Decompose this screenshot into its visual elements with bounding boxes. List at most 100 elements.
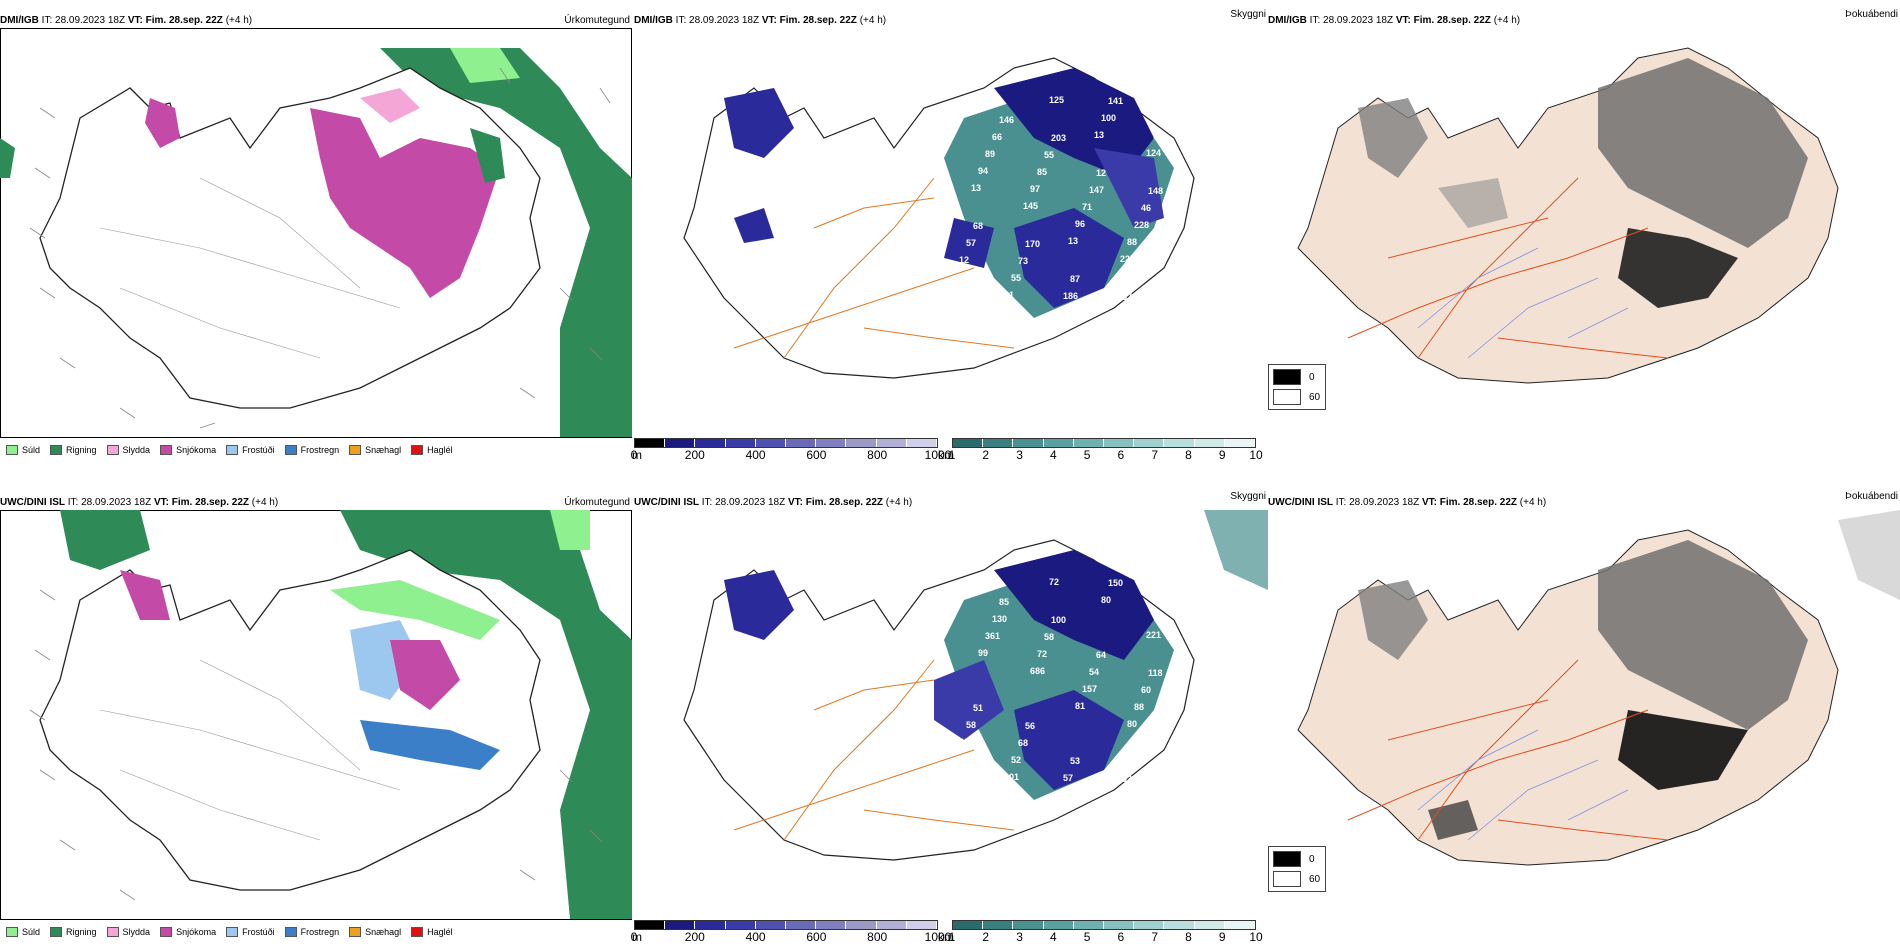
precip-legend-item: Frostúði xyxy=(226,445,275,455)
init-time: IT: 28.09.2023 18Z xyxy=(675,15,760,26)
colorbar-tick: 9 xyxy=(1218,448,1226,462)
ceiling-panel-row2: UWC/DINI ISL IT: 28.09.2023 18Z VT: Fim.… xyxy=(631,491,1268,946)
ceiling-value-label: 96 xyxy=(1075,219,1085,229)
colorbar-segment xyxy=(1164,921,1195,929)
fog-panel-row2: UWC/DINI ISL IT: 28.09.2023 18Z VT: Fim.… xyxy=(1268,491,1900,946)
visibility-unit: km xyxy=(938,448,954,462)
legend-label: Haglél xyxy=(427,927,453,937)
ceiling-colorbar: 0 200 400 600 800 1000 m xyxy=(631,438,951,462)
colorbar-segment xyxy=(695,921,726,929)
ceiling-value-label: 81 xyxy=(1004,290,1014,300)
ceiling-value-label: 59 xyxy=(1167,97,1177,107)
init-time: IT: 28.09.2023 18Z xyxy=(41,15,126,26)
colorbar-segment xyxy=(1073,439,1105,447)
colorbar-segment xyxy=(1164,439,1195,447)
ceiling-value-label: 96 xyxy=(1172,272,1182,282)
ceiling-value-label: 69 xyxy=(959,737,969,747)
colorbar-tick: 800 xyxy=(867,930,888,944)
ceiling-value-label: 85 xyxy=(999,597,1009,607)
lead-time: (+4 h) xyxy=(1519,497,1547,508)
panel-header: DMI/IGB IT: 28.09.2023 18Z VT: Fim. 28.s… xyxy=(0,14,632,28)
init-time: IT: 28.09.2023 18Z xyxy=(1309,15,1394,26)
valid-time: VT: Fim. 28.sep. 22Z xyxy=(153,497,250,508)
ceiling-value-label: 148 xyxy=(1148,186,1163,196)
legend-swatch xyxy=(411,927,424,937)
precip-legend-item: Haglél xyxy=(411,445,453,455)
colorbar-segment xyxy=(1194,439,1225,447)
colorbar-segment xyxy=(725,439,756,447)
valid-time: VT: Fim. 28.sep. 22Z xyxy=(1395,15,1491,26)
colorbar-tick: 200 xyxy=(684,930,705,944)
precip-legend-item: Frostregn xyxy=(284,927,339,937)
precip-legend-item: Snjókoma xyxy=(160,445,216,455)
colorbar-segment xyxy=(816,921,847,929)
lead-time: (+4 h) xyxy=(885,497,913,508)
variable-name: Þokuábendi xyxy=(1845,9,1898,20)
colorbar-segment xyxy=(755,439,787,447)
precip-legend-item: Snjókoma xyxy=(160,927,216,937)
precip-legend-item: Slydda xyxy=(106,445,151,455)
colorbar-segment xyxy=(1043,439,1074,447)
ceiling-value-label: 85 xyxy=(1037,167,1047,177)
ceiling-value-label: 66 xyxy=(992,132,1002,142)
legend-label: Rigning xyxy=(66,927,97,937)
colorbar-segment xyxy=(1104,439,1135,447)
panel-header: UWC/DINI ISL IT: 28.09.2023 18Z VT: Fim.… xyxy=(0,496,632,510)
precip-panel-row1: DMI/IGB IT: 28.09.2023 18Z VT: Fim. 28.s… xyxy=(0,14,632,464)
ceiling-value-label: 72 xyxy=(1049,577,1059,587)
ceiling-value-label: 73 xyxy=(1018,256,1028,266)
fog-legend: 0 60 xyxy=(1268,846,1326,892)
colorbar-segment xyxy=(953,439,984,447)
ceiling-value-label: 147 xyxy=(1089,185,1104,195)
colorbar-tick: 800 xyxy=(867,448,888,462)
colorbar-tick: 3 xyxy=(1016,930,1023,944)
colorbar-tick: 5 xyxy=(1083,448,1091,462)
ceiling-value-label: 97 xyxy=(1153,131,1163,141)
colorbar-segment xyxy=(816,439,847,447)
colorbar-tick: 2 xyxy=(982,448,990,462)
ceiling-value-label: 77 xyxy=(1153,613,1163,623)
model-name: DMI/IGB xyxy=(0,15,39,26)
fog-swatch-0 xyxy=(1273,851,1301,867)
legend-swatch xyxy=(284,445,297,455)
legend-swatch xyxy=(411,445,424,455)
colorbar-tick: 4 xyxy=(1049,930,1057,944)
valid-time: VT: Fim. 28.sep. 22Z xyxy=(761,15,857,26)
ceiling-value-label: 203 xyxy=(1051,133,1066,143)
colorbar-tick: 600 xyxy=(806,448,827,462)
legend-swatch xyxy=(50,927,63,937)
legend-label: Frostúði xyxy=(242,927,275,937)
ceiling-value-label: 87 xyxy=(1070,274,1080,284)
ceiling-panel-row1: DMI/IGB IT: 28.09.2023 18Z VT: Fim. 28.s… xyxy=(631,9,1268,464)
colorbar-segment xyxy=(786,921,817,929)
ceiling-value-label: 13 xyxy=(1068,236,1078,246)
ceiling-value-label: 68 xyxy=(1018,738,1028,748)
colorbar-segment xyxy=(665,439,696,447)
colorbar-segment xyxy=(983,921,1014,929)
legend-swatch xyxy=(160,445,173,455)
panel-header: UWC/DINI ISL IT: 28.09.2023 18Z VT: Fim.… xyxy=(634,491,1268,510)
ceiling-value-label: 54 xyxy=(1089,667,1099,677)
legend-swatch xyxy=(349,927,362,937)
ceiling-value-label: 130 xyxy=(992,614,1007,624)
legend-label: Snæhagl xyxy=(365,445,402,455)
legend-label: Frostúði xyxy=(242,445,275,455)
colorbar-segment xyxy=(1104,921,1135,929)
visibility-colorbar: 1 2 3 4 5 6 7 8 9 10 km xyxy=(938,920,1263,944)
colorbar-segment xyxy=(1073,921,1105,929)
precip-map xyxy=(0,510,632,920)
ceiling-value-label: 99 xyxy=(978,648,988,658)
fog-swatch-0 xyxy=(1273,369,1301,385)
colorbar-tick: 8 xyxy=(1185,448,1192,462)
fog-legend-label: 60 xyxy=(1309,391,1321,403)
ceiling-value-label: 186 xyxy=(1063,291,1078,301)
ceiling-value-label: 97 xyxy=(1030,184,1040,194)
ceiling-value-label: 141 xyxy=(1108,96,1123,106)
legend-label: Slydda xyxy=(122,445,151,455)
legend-swatch xyxy=(106,927,119,937)
colorbar-segment xyxy=(906,921,938,929)
ceiling-value-label: 51 xyxy=(973,703,983,713)
ceiling-unit: m xyxy=(632,930,642,944)
ceiling-value-label: 86 xyxy=(1172,754,1182,764)
ceiling-value-label: 12 xyxy=(959,255,969,265)
